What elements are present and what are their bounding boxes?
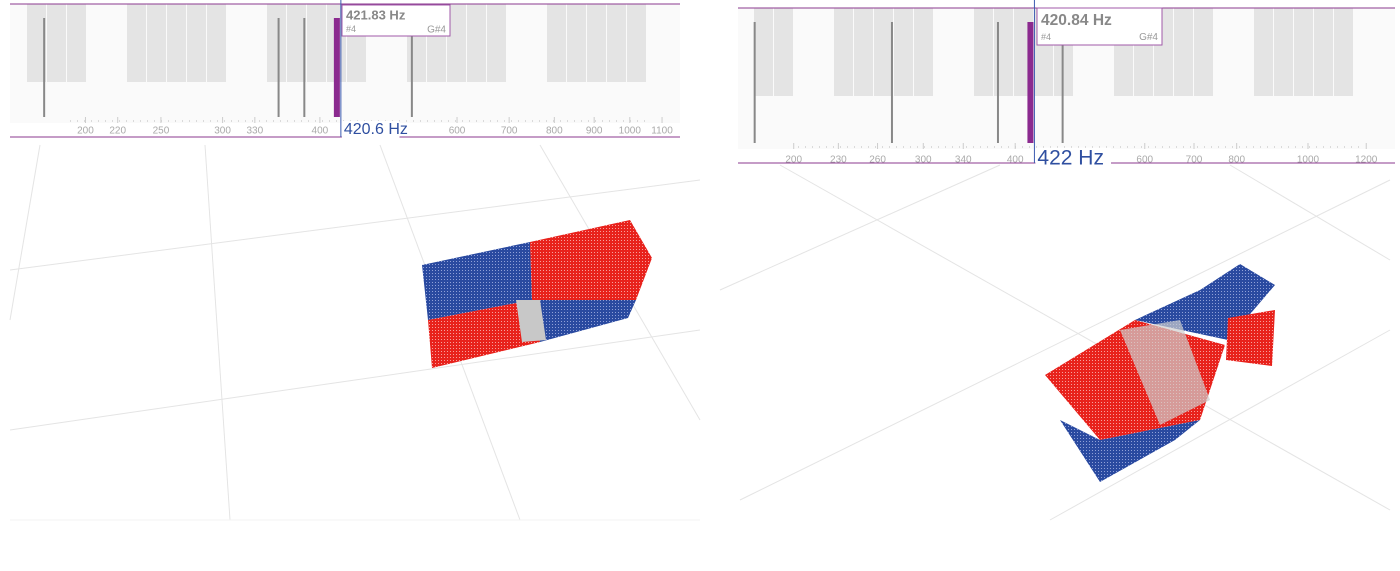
piano-key (267, 4, 286, 82)
piano-key (607, 4, 626, 82)
tick-label: 800 (546, 126, 563, 137)
piano-key (307, 4, 326, 82)
piano-key (127, 4, 146, 82)
readout: 420.6 Hz (344, 121, 408, 138)
tooltip-freq: 420.84 Hz (1041, 12, 1112, 29)
tick-label: 700 (1186, 155, 1203, 166)
piano-key (627, 4, 646, 82)
piano-key (1294, 8, 1313, 96)
scene-left (9, 144, 701, 521)
tooltip-note: G#4 (1139, 32, 1158, 43)
piano-key (754, 8, 773, 96)
spectra: 200 220 250 300 330 400 600 700 800 900 1000 1100 42… (10, 0, 1395, 173)
tick-label: 260 (869, 155, 886, 166)
tick-label: 200 (785, 155, 802, 166)
piano-key (447, 4, 466, 82)
tick-label: 600 (449, 126, 466, 137)
tooltip (341, 4, 451, 37)
piano-key (207, 4, 226, 82)
tick-label: 250 (153, 126, 170, 137)
piano-key (487, 4, 506, 82)
piano-key (27, 4, 46, 82)
piano-key (47, 4, 66, 82)
tick-label: 230 (830, 155, 847, 166)
tick-label: 220 (109, 126, 126, 137)
tick-label: 200 (77, 126, 94, 137)
tooltip-note: #4 (1041, 32, 1051, 42)
tooltip-freq: 421.83 Hz (346, 7, 406, 22)
tick-label: 1000 (619, 126, 642, 137)
piano-key (894, 8, 913, 96)
tick-label: 400 (1007, 155, 1024, 166)
piano-key (147, 4, 166, 82)
tick-label: 300 (915, 155, 932, 166)
readout-bg (1035, 147, 1112, 173)
piano-key (854, 8, 873, 96)
tick-label: 800 (1228, 155, 1245, 166)
piano-key (467, 4, 486, 82)
piano-key (994, 8, 1013, 96)
scene-right (719, 164, 1391, 521)
piano-key (1314, 8, 1333, 96)
piano-key (1334, 8, 1353, 96)
tick-label: 1000 (1297, 155, 1320, 166)
piano-key (974, 8, 993, 96)
piano-key (547, 4, 566, 82)
readout-bg (341, 121, 400, 141)
piano-key (1274, 8, 1293, 96)
piano-key (587, 4, 606, 82)
piano-key (167, 4, 186, 82)
piano-key (874, 8, 893, 96)
tick-label: 340 (955, 155, 972, 166)
readout: 422 Hz (1037, 147, 1104, 170)
tooltip (1036, 7, 1163, 46)
tick-label: 1100 (651, 126, 673, 137)
main-peak (1027, 22, 1034, 143)
piano-key (834, 8, 853, 96)
piano-key (1254, 8, 1273, 96)
box-right (1045, 264, 1275, 482)
piano-key (774, 8, 793, 96)
tick-label: 330 (246, 126, 263, 137)
piano-key (187, 4, 206, 82)
box-left (422, 220, 652, 368)
tick-label: 600 (1136, 155, 1153, 166)
piano-key (1174, 8, 1193, 96)
piano-key (567, 4, 586, 82)
spectrum-panel: 200 230 260 300 340 400 600 700 800 1000 1200 422 H… (738, 0, 1395, 173)
tick-label: 300 (214, 126, 231, 137)
piano-key (1194, 8, 1213, 96)
piano-key (287, 4, 306, 82)
tick-label: 400 (312, 126, 329, 137)
tooltip-note: #4 (346, 24, 356, 34)
main-peak (333, 18, 340, 117)
tick-label: 700 (501, 126, 518, 137)
tooltip-note: G#4 (427, 24, 446, 35)
tick-label: 900 (586, 126, 603, 137)
tick-label: 1200 (1355, 155, 1378, 166)
piano-key (914, 8, 933, 96)
piano-key (67, 4, 86, 82)
spectrum-panel: 200 220 250 300 330 400 600 700 800 900 1000 1100 42… (10, 0, 680, 141)
